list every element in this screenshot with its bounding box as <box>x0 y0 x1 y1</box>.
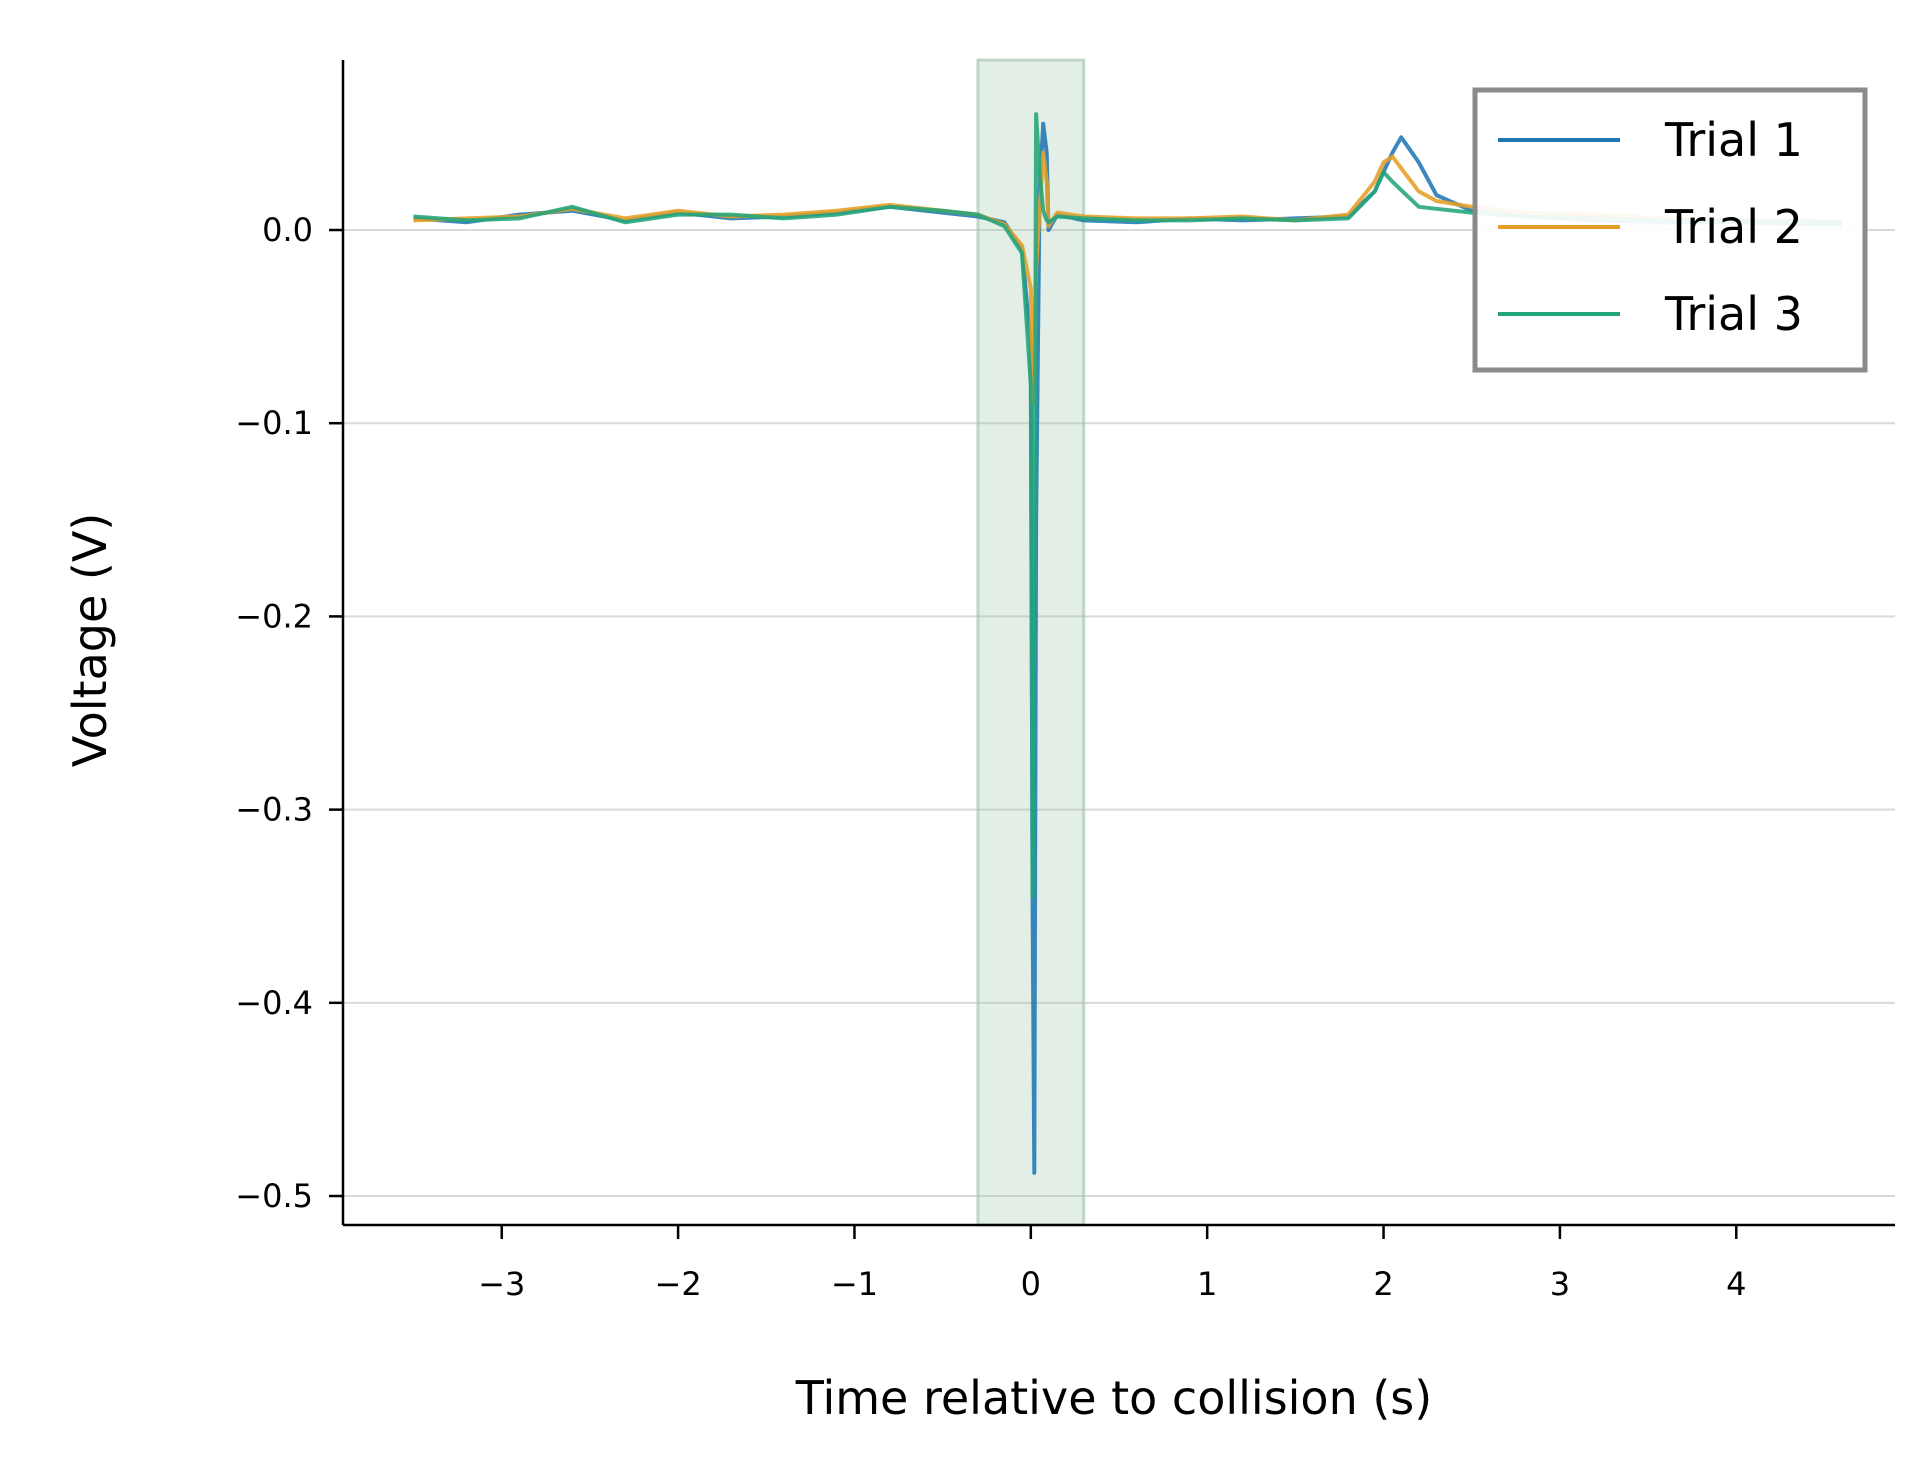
legend-label-trial-1: Trial 1 <box>1664 113 1803 167</box>
x-tick-label: 4 <box>1726 1265 1746 1303</box>
series-line-trial-3 <box>413 112 1843 899</box>
x-tick-label: −2 <box>655 1265 702 1303</box>
y-tick-label: −0.1 <box>235 404 313 442</box>
series-lines <box>413 112 1843 1175</box>
y-tick-label: −0.3 <box>235 791 313 829</box>
legend-label-trial-2: Trial 2 <box>1664 200 1803 254</box>
y-tick-label: −0.2 <box>235 597 313 635</box>
x-axis-ticks: −3 −2 −1 0 1 2 3 4 <box>478 1225 1746 1303</box>
legend-box <box>1472 87 1868 373</box>
x-axis-label: Time relative to collision (s) <box>795 1371 1432 1425</box>
y-tick-label: −0.4 <box>235 984 313 1022</box>
x-tick-label: 3 <box>1550 1265 1570 1303</box>
legend-label-trial-3: Trial 3 <box>1664 287 1803 341</box>
y-axis-ticks: 0.0 −0.1 −0.2 −0.3 −0.4 −0.5 <box>235 211 343 1215</box>
x-tick-label: −3 <box>478 1265 525 1303</box>
axes <box>341 60 1895 1227</box>
x-tick-label: 0 <box>1021 1265 1041 1303</box>
y-tick-label: −0.5 <box>235 1177 313 1215</box>
x-tick-label: 1 <box>1197 1265 1217 1303</box>
legend: Trial 1 Trial 2 Trial 3 <box>1472 87 1868 373</box>
grid-lines <box>343 229 1895 1198</box>
x-tick-label: 2 <box>1373 1265 1393 1303</box>
x-tick-label: −1 <box>831 1265 878 1303</box>
y-tick-label: 0.0 <box>262 211 313 249</box>
y-axis-label: Voltage (V) <box>63 513 117 768</box>
